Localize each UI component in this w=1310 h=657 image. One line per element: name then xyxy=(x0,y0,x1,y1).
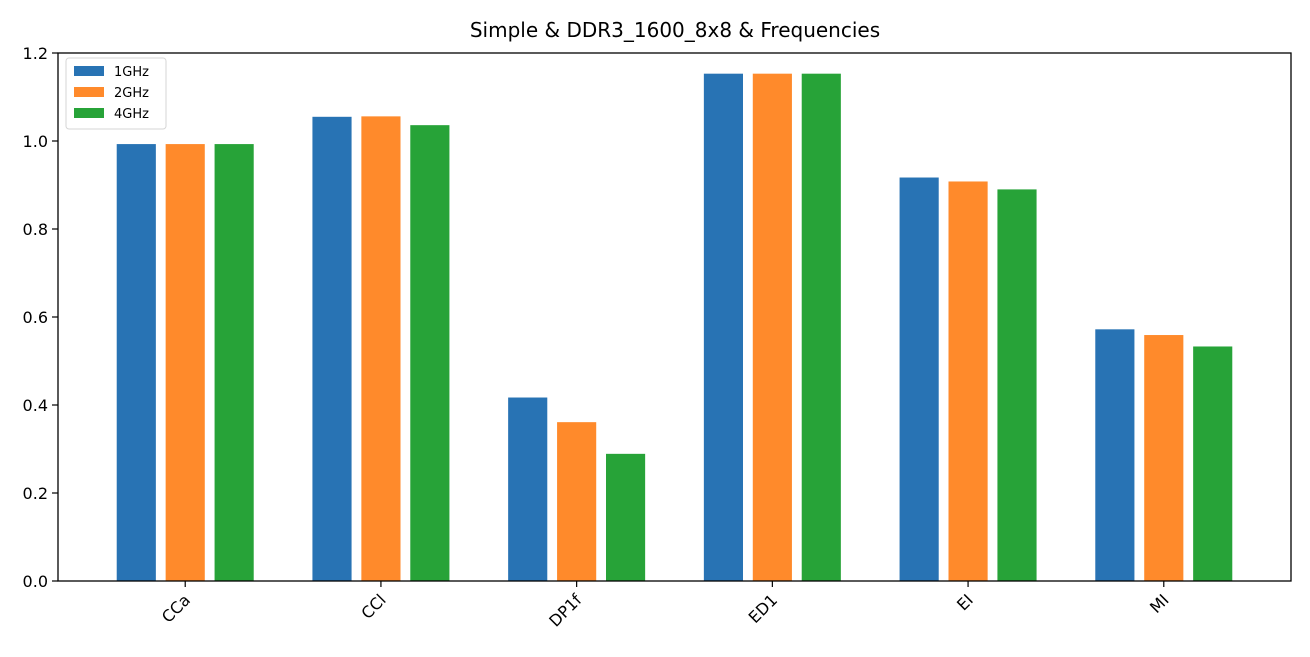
x-tick-label-ed1: ED1 xyxy=(745,590,781,626)
bar-dp1f-2ghz xyxy=(557,422,597,581)
y-tick-label: 0.6 xyxy=(23,308,48,327)
bar-mi-2ghz xyxy=(1144,335,1184,581)
y-tick-label: 1.2 xyxy=(23,44,48,63)
legend-swatch-2ghz xyxy=(74,87,104,97)
bar-ei-4ghz xyxy=(997,189,1037,581)
bar-ed1-4ghz xyxy=(801,73,841,582)
bar-mi-4ghz xyxy=(1193,346,1233,581)
legend-label-2ghz: 2GHz xyxy=(114,86,149,101)
y-tick-label: 0.0 xyxy=(23,572,48,591)
legend-swatch-4ghz xyxy=(74,108,104,118)
bar-cca-1ghz xyxy=(116,144,156,581)
bar-ccl-4ghz xyxy=(410,125,450,581)
bar-ei-1ghz xyxy=(899,177,939,581)
y-tick-label: 0.8 xyxy=(23,220,48,239)
x-tick-label-cca: CCa xyxy=(158,590,194,626)
legend: 1GHz 2GHz 4GHz xyxy=(65,57,167,130)
x-tick-label-mi: MI xyxy=(1146,590,1173,617)
y-tick-label: 0.2 xyxy=(23,484,48,503)
bar-mi-1ghz xyxy=(1095,329,1135,581)
legend-label-1ghz: 1GHz xyxy=(114,65,149,80)
y-tick-label: 0.4 xyxy=(23,396,48,415)
bar-ed1-1ghz xyxy=(703,73,743,582)
bar-ed1-2ghz xyxy=(752,73,792,582)
legend-label-4ghz: 4GHz xyxy=(114,107,149,122)
x-tick-label-ei: EI xyxy=(953,590,977,614)
bar-ccl-1ghz xyxy=(312,116,352,582)
legend-swatch-1ghz xyxy=(74,66,104,76)
bar-ccl-2ghz xyxy=(361,116,401,582)
bar-dp1f-4ghz xyxy=(606,453,646,581)
bar-cca-4ghz xyxy=(214,144,254,581)
bar-cca-2ghz xyxy=(165,144,205,581)
y-tick-label: 1.0 xyxy=(23,132,48,151)
x-tick-label-ccl: CCl xyxy=(357,590,389,622)
x-axis: CCa CCl DP1f ED1 EI MI xyxy=(158,581,1173,631)
bars-layer xyxy=(116,73,1233,582)
x-tick-label-dp1f: DP1f xyxy=(545,590,585,630)
bar-dp1f-1ghz xyxy=(508,397,548,581)
chart-title: Simple & DDR3_1600_8x8 & Frequencies xyxy=(470,18,880,42)
bar-ei-2ghz xyxy=(948,181,988,582)
y-axis: 0.0 0.2 0.4 0.6 0.8 1.0 1.2 xyxy=(23,44,58,591)
